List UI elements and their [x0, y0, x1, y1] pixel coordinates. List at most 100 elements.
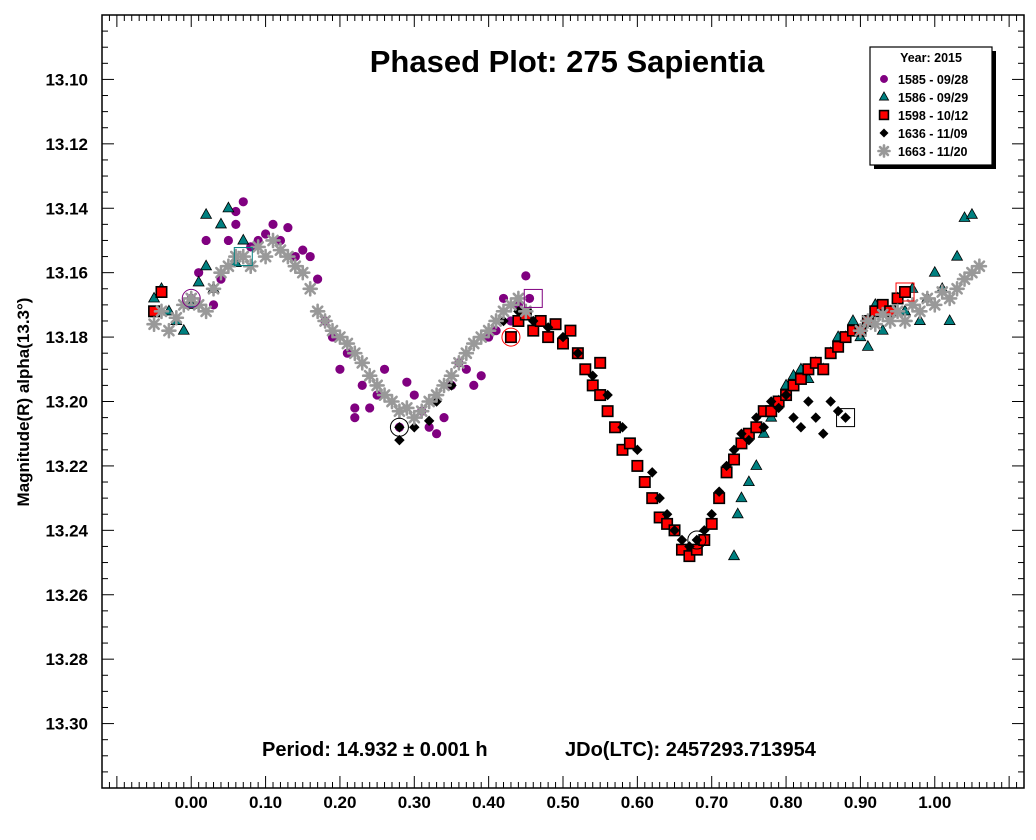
- legend-entry-label: 1663 - 11/20: [898, 145, 968, 159]
- x-tick-label: 0.80: [770, 793, 803, 812]
- star-point: [294, 264, 311, 281]
- star-point: [882, 313, 898, 329]
- diamond-point: [713, 486, 725, 497]
- triangle-point: [861, 339, 874, 351]
- legend-entry-label: 1585 - 09/28: [898, 73, 968, 87]
- star-point: [949, 280, 965, 297]
- star-point: [168, 309, 185, 326]
- y-axis-label: Magnitude(R) alpha(13.3°): [14, 298, 33, 507]
- diamond-point: [818, 428, 829, 439]
- square-point: [638, 476, 651, 489]
- square-point: [527, 324, 540, 337]
- star-point: [354, 355, 371, 371]
- legend-items: 1585 - 09/28 1586 - 09/29 1598 - 10/12 1636…: [877, 73, 968, 159]
- legend-box: [869, 46, 993, 166]
- square-point: [616, 443, 629, 456]
- diamond-point: [617, 422, 628, 433]
- diamond-point: [736, 428, 747, 439]
- legend-entry-label: 1636 - 11/09: [898, 127, 968, 141]
- square-point: [794, 372, 807, 385]
- axis-ticks: [102, 14, 1024, 789]
- star-point: [265, 232, 281, 249]
- circle-point: [231, 219, 241, 229]
- legend: Year: 2015 1585 - 09/28 1586 - 09/29 1598 …: [869, 46, 996, 169]
- circle-point: [298, 245, 308, 255]
- star-point: [190, 297, 207, 313]
- star-point: [495, 303, 512, 320]
- triangle-point: [727, 549, 741, 561]
- star-point: [480, 322, 497, 339]
- triangle-point: [742, 475, 755, 487]
- circle-point: [524, 293, 535, 304]
- star-point: [235, 248, 252, 265]
- star-point: [242, 258, 259, 275]
- circle-point: [521, 271, 531, 281]
- x-tick-label: 0.10: [249, 793, 282, 812]
- star-point: [503, 297, 519, 313]
- diamond-point: [810, 412, 822, 423]
- square-point: [817, 363, 830, 376]
- circle-point: [357, 380, 367, 390]
- triangle-point: [237, 233, 250, 245]
- highlight-markers: [181, 247, 915, 550]
- circle-point: [201, 235, 211, 246]
- highlight-square-marker: [233, 247, 253, 267]
- x-tick-label: 0.50: [546, 793, 579, 812]
- circle-point: [431, 429, 442, 439]
- square-point: [155, 285, 168, 298]
- diamond-point: [669, 525, 680, 536]
- x-tick-labels: 0.00 0.10 0.20 0.30 0.40 0.50 0.60 0.70 0.80 0.90…: [175, 793, 952, 812]
- star-point: [391, 403, 408, 419]
- diamond-point: [758, 422, 769, 433]
- legend-entry-label: 1586 - 09/29: [898, 91, 968, 105]
- square-point: [586, 379, 599, 392]
- diamond-point: [423, 415, 435, 427]
- star-point: [361, 367, 378, 384]
- series-1598: [148, 285, 912, 563]
- star-point: [175, 297, 192, 313]
- square-point: [802, 363, 815, 376]
- star-point: [198, 303, 214, 320]
- highlight-circle-marker: [501, 327, 521, 347]
- diamond-point: [751, 412, 762, 423]
- diamond-point: [572, 347, 584, 359]
- legend-title: Year: 2015: [900, 51, 962, 65]
- square-point: [839, 331, 852, 344]
- diamond-point: [684, 541, 695, 552]
- star-point: [860, 313, 876, 329]
- star-point: [934, 284, 951, 300]
- y-tick-label: 13.16: [45, 264, 88, 283]
- triangle-point: [200, 207, 213, 219]
- star-point: [518, 303, 534, 320]
- triangle-point: [950, 249, 964, 261]
- y-tick-label: 13.26: [45, 586, 88, 605]
- y-tick-label: 13.12: [45, 135, 88, 154]
- diamond-point: [840, 412, 851, 423]
- circle-point: [469, 380, 479, 390]
- y-tick-labels: 13.10 13.12 13.14 13.16 13.18 13.20 13.22 13.24…: [45, 70, 88, 733]
- star-point: [488, 313, 504, 329]
- square-point: [579, 363, 592, 376]
- series-1663: [146, 232, 988, 426]
- x-tick-label: 0.40: [472, 793, 505, 812]
- star-point: [406, 409, 423, 426]
- diamond-point: [788, 412, 799, 423]
- diamond-point: [542, 322, 554, 333]
- star-point: [272, 242, 289, 258]
- circle-point: [268, 219, 278, 229]
- star-point: [413, 403, 430, 419]
- star-point: [183, 290, 200, 307]
- star-point: [919, 290, 936, 307]
- diamond-point: [409, 422, 420, 433]
- star-point: [510, 290, 527, 307]
- square-point: [594, 356, 607, 369]
- star-point: [302, 280, 318, 297]
- star-point: [161, 322, 177, 339]
- star-point: [926, 297, 943, 313]
- square-point: [832, 340, 845, 353]
- series-1636: [394, 306, 851, 552]
- star-point: [443, 367, 460, 384]
- star-point: [451, 355, 467, 371]
- star-point: [399, 400, 415, 416]
- star-point: [369, 377, 385, 394]
